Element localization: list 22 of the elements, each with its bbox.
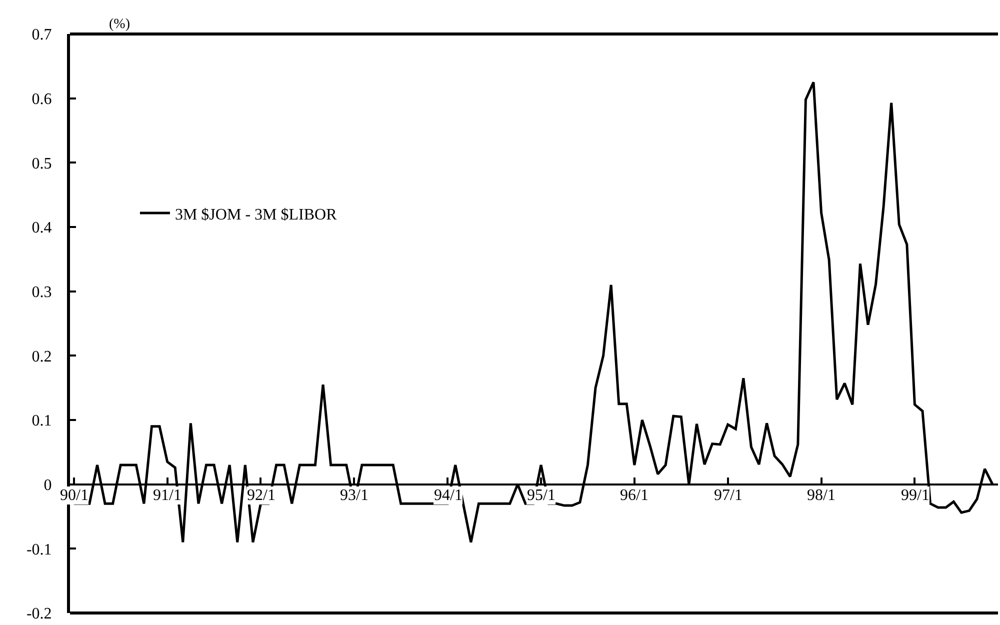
x-tick-label: 97/1 — [714, 487, 742, 504]
x-tick-label: 96/1 — [620, 487, 648, 504]
x-tick-label: 95/1 — [527, 487, 556, 504]
legend-label: 3M $JOM - 3M $LIBOR — [174, 206, 338, 224]
y-tick-label: 0.3 — [32, 284, 52, 301]
y-tick-label: 0.1 — [32, 412, 52, 430]
y-axis-title: (%) — [109, 17, 130, 32]
x-tick-label: 92/1 — [247, 487, 276, 504]
y-tick-label: 0.5 — [32, 155, 52, 172]
x-tick-label: 94/1 — [434, 487, 462, 504]
y-tick-label: -0.1 — [26, 541, 52, 558]
y-tick-label: 0 — [44, 476, 52, 494]
y-tick-label: 0.4 — [32, 220, 52, 237]
x-tick-label: 91/1 — [153, 487, 182, 504]
y-tick-label: 0.6 — [32, 90, 52, 108]
x-tick-label: 98/1 — [807, 487, 836, 504]
x-tick-label: 90/1 — [60, 487, 88, 504]
y-tick-label: -0.2 — [26, 606, 52, 623]
x-tick-label: 99/1 — [901, 487, 930, 504]
y-tick-label: 0.7 — [32, 26, 52, 44]
x-tick-label: 93/1 — [340, 487, 368, 504]
y-tick-label: 0.2 — [32, 348, 52, 366]
